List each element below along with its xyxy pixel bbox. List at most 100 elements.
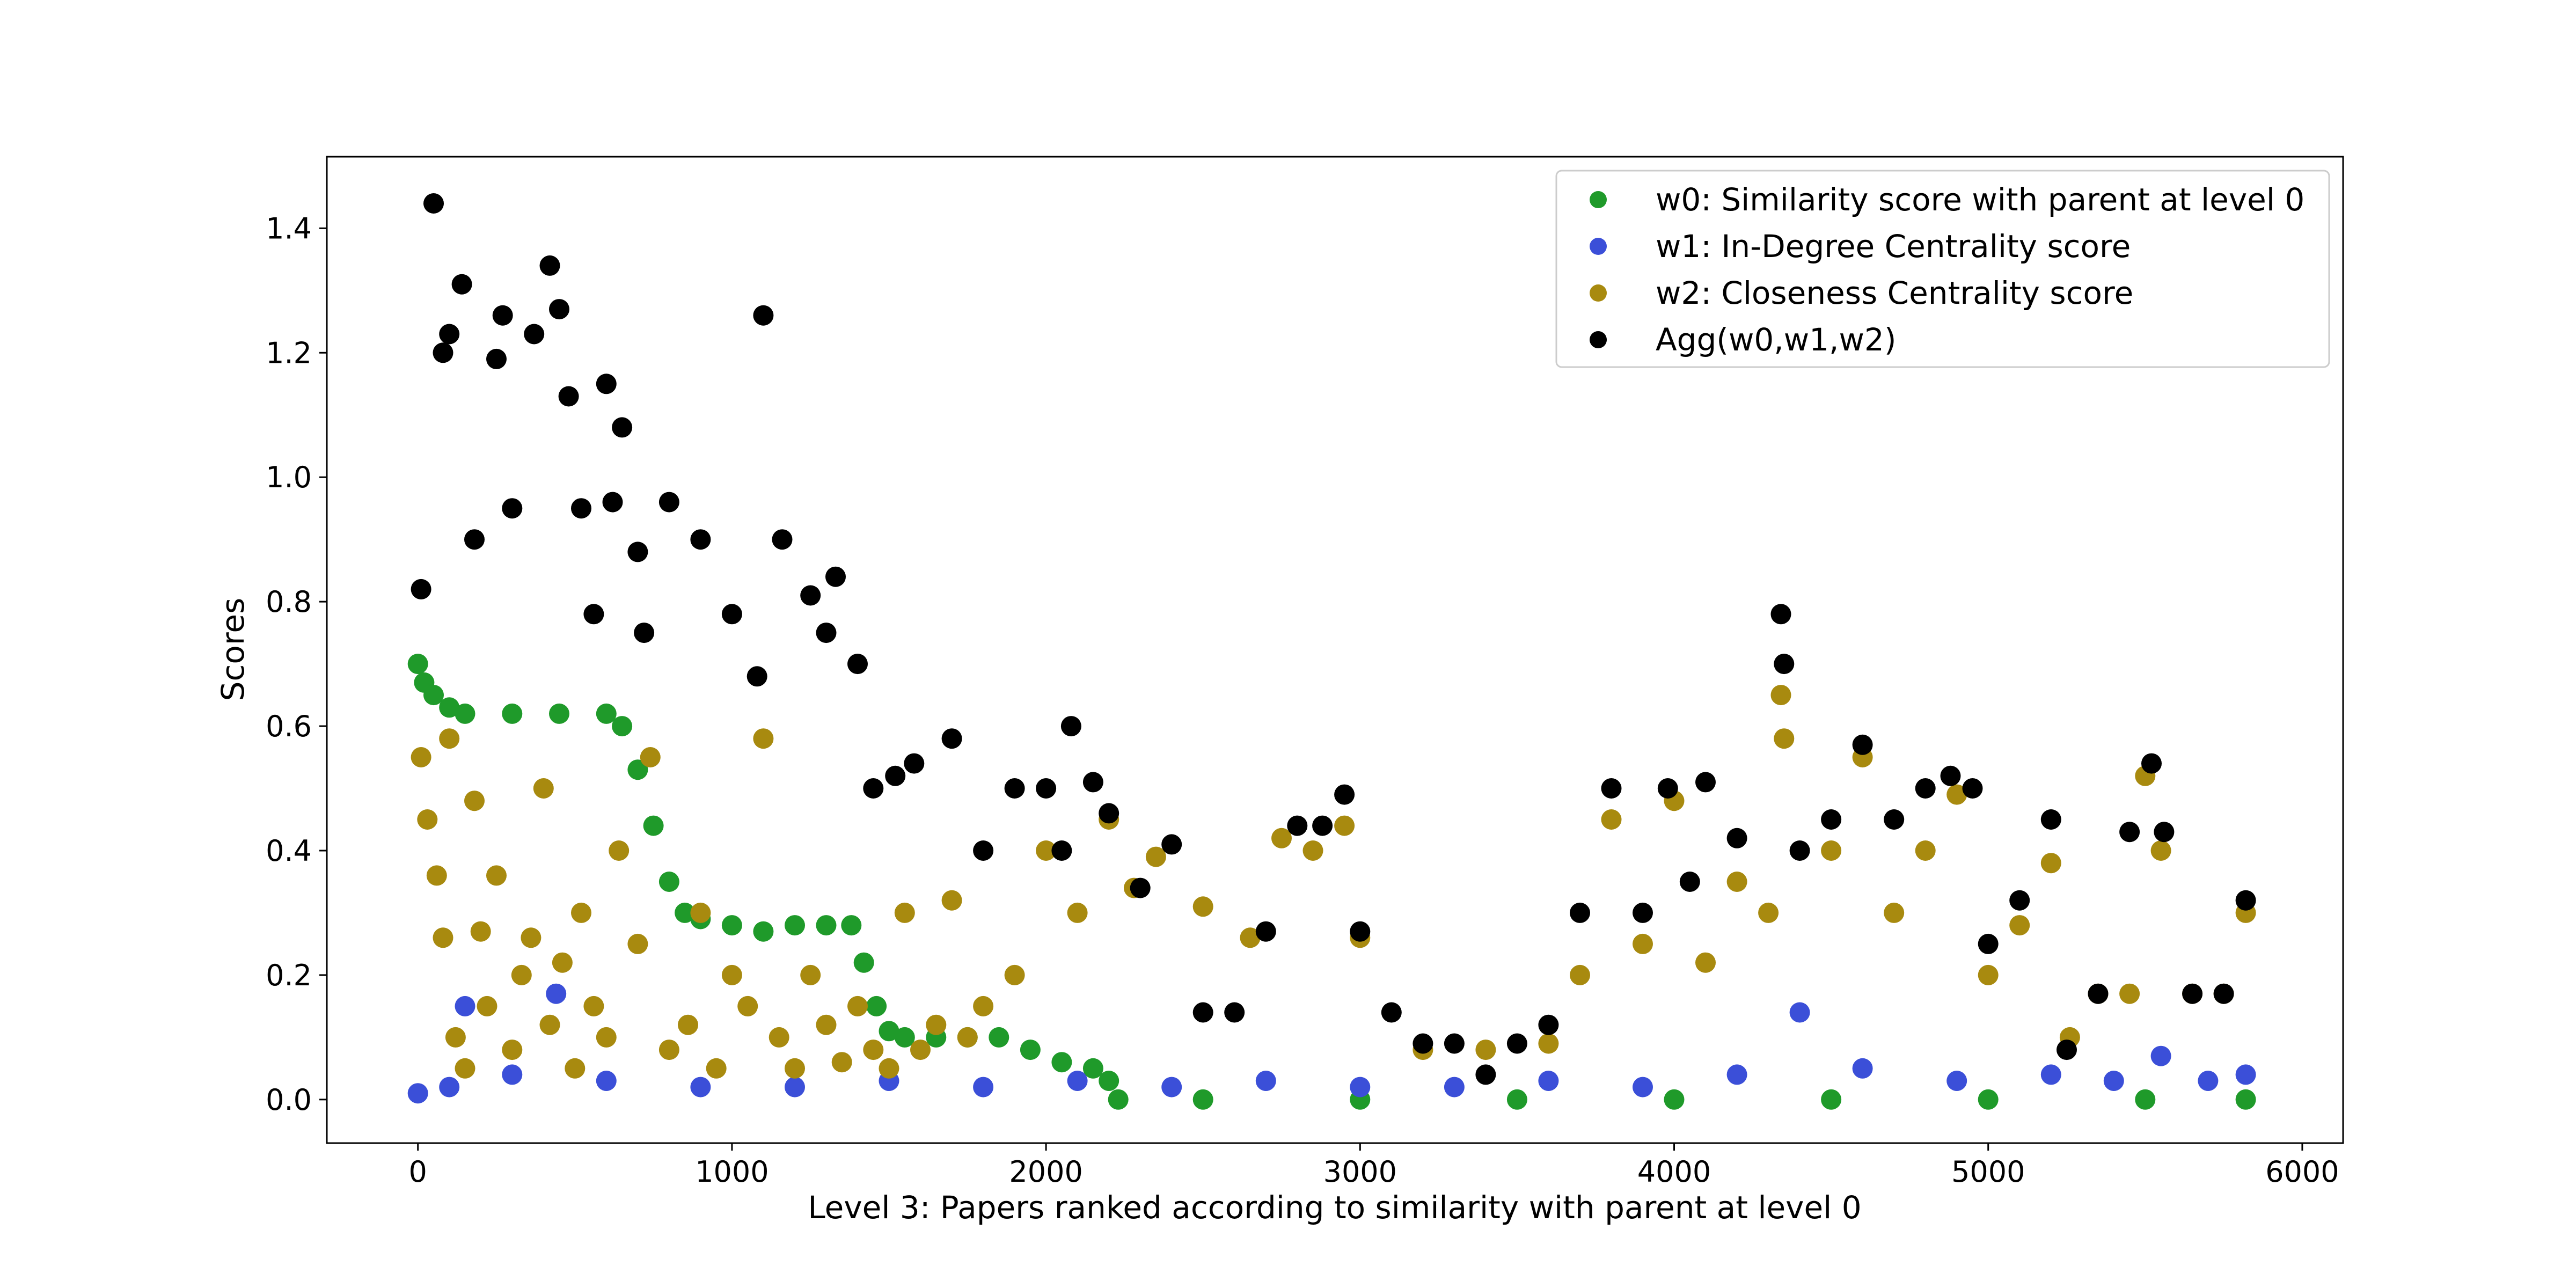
data-point bbox=[1240, 927, 1261, 948]
data-point bbox=[455, 996, 475, 1016]
data-point bbox=[1726, 828, 1747, 848]
data-point bbox=[785, 1077, 805, 1097]
data-point bbox=[1067, 1071, 1088, 1091]
legend-label: w0: Similarity score with parent at leve… bbox=[1656, 181, 2304, 218]
data-point bbox=[1334, 815, 1355, 836]
data-point bbox=[785, 915, 805, 936]
data-point bbox=[502, 1040, 523, 1060]
data-point bbox=[1538, 1071, 1559, 1091]
data-point bbox=[747, 666, 767, 687]
data-point bbox=[1962, 778, 1983, 799]
data-point bbox=[690, 1077, 711, 1097]
y-tick-label: 0.6 bbox=[266, 709, 312, 743]
data-point bbox=[2040, 809, 2061, 830]
plot-marks bbox=[407, 193, 2256, 1110]
data-point bbox=[2213, 983, 2234, 1004]
data-point bbox=[552, 952, 573, 973]
data-point bbox=[423, 685, 444, 706]
data-point bbox=[2150, 1045, 2171, 1066]
legend-marker bbox=[1590, 331, 1607, 348]
data-point bbox=[486, 348, 507, 369]
data-point bbox=[539, 1014, 560, 1035]
plot-frame bbox=[326, 156, 2344, 1144]
data-point bbox=[706, 1058, 727, 1079]
legend-marker bbox=[1590, 238, 1607, 255]
data-point bbox=[1444, 1077, 1465, 1097]
data-point bbox=[831, 1052, 852, 1073]
data-point bbox=[2154, 822, 2175, 843]
data-point bbox=[2009, 890, 2030, 911]
data-point bbox=[2119, 822, 2140, 843]
data-point bbox=[627, 933, 648, 954]
data-point bbox=[1601, 778, 1622, 799]
data-point bbox=[1051, 840, 1072, 861]
data-point bbox=[1789, 840, 1810, 861]
data-point bbox=[1475, 1040, 1496, 1060]
data-point bbox=[1940, 765, 1961, 786]
data-point bbox=[816, 623, 837, 643]
data-point bbox=[2235, 1089, 2256, 1110]
data-point bbox=[464, 791, 485, 811]
data-point bbox=[640, 747, 661, 767]
data-point bbox=[926, 1014, 947, 1035]
data-point bbox=[2135, 1089, 2156, 1110]
data-point bbox=[1224, 1002, 1245, 1023]
data-point bbox=[894, 1027, 915, 1048]
y-tick-label: 1.2 bbox=[266, 336, 312, 370]
data-point bbox=[941, 890, 962, 911]
data-point bbox=[879, 1021, 899, 1042]
data-point bbox=[2141, 753, 2162, 774]
data-point bbox=[1475, 1064, 1496, 1085]
data-point bbox=[658, 1040, 679, 1060]
data-point bbox=[612, 417, 633, 438]
data-point bbox=[455, 1058, 475, 1079]
data-point bbox=[549, 703, 569, 724]
data-point bbox=[612, 716, 633, 737]
data-point bbox=[1312, 815, 1333, 836]
data-point bbox=[1884, 902, 1905, 923]
y-tick-label: 1.0 bbox=[266, 460, 312, 494]
data-point bbox=[558, 386, 579, 407]
data-point bbox=[433, 927, 453, 948]
series-2 bbox=[411, 685, 2256, 1079]
x-tick-label: 1000 bbox=[695, 1155, 769, 1189]
data-point bbox=[863, 778, 884, 799]
data-point bbox=[1770, 685, 1791, 706]
legend-marker bbox=[1590, 191, 1607, 208]
data-point bbox=[439, 1077, 460, 1097]
series-3 bbox=[411, 193, 2256, 1085]
data-point bbox=[769, 1027, 789, 1048]
data-point bbox=[2119, 983, 2140, 1004]
data-point bbox=[800, 585, 821, 606]
legend-frame bbox=[1555, 170, 2330, 368]
x-tick-label: 6000 bbox=[2265, 1155, 2339, 1189]
data-point bbox=[721, 964, 742, 985]
data-point bbox=[825, 566, 846, 587]
data-point bbox=[1413, 1033, 1433, 1054]
data-point bbox=[847, 996, 868, 1016]
data-point bbox=[1302, 840, 1323, 861]
data-point bbox=[583, 604, 604, 625]
data-point bbox=[737, 996, 758, 1016]
data-point bbox=[486, 865, 507, 886]
series-1 bbox=[407, 983, 2256, 1104]
data-point bbox=[571, 902, 591, 923]
data-point bbox=[753, 305, 774, 326]
data-point bbox=[1020, 1040, 1041, 1060]
data-point bbox=[1570, 964, 1590, 985]
data-point bbox=[1915, 840, 1936, 861]
data-point bbox=[1506, 1089, 1527, 1110]
data-point bbox=[2009, 915, 2030, 936]
data-point bbox=[721, 604, 742, 625]
data-point bbox=[1082, 1058, 1103, 1079]
data-point bbox=[521, 927, 541, 948]
data-point bbox=[678, 1014, 698, 1035]
data-point bbox=[565, 1058, 586, 1079]
data-point bbox=[690, 902, 711, 923]
data-point bbox=[1334, 784, 1355, 805]
data-point bbox=[1601, 809, 1622, 830]
data-point bbox=[1758, 902, 1779, 923]
data-point bbox=[634, 623, 655, 643]
data-point bbox=[2235, 1064, 2256, 1085]
data-point bbox=[973, 840, 994, 861]
